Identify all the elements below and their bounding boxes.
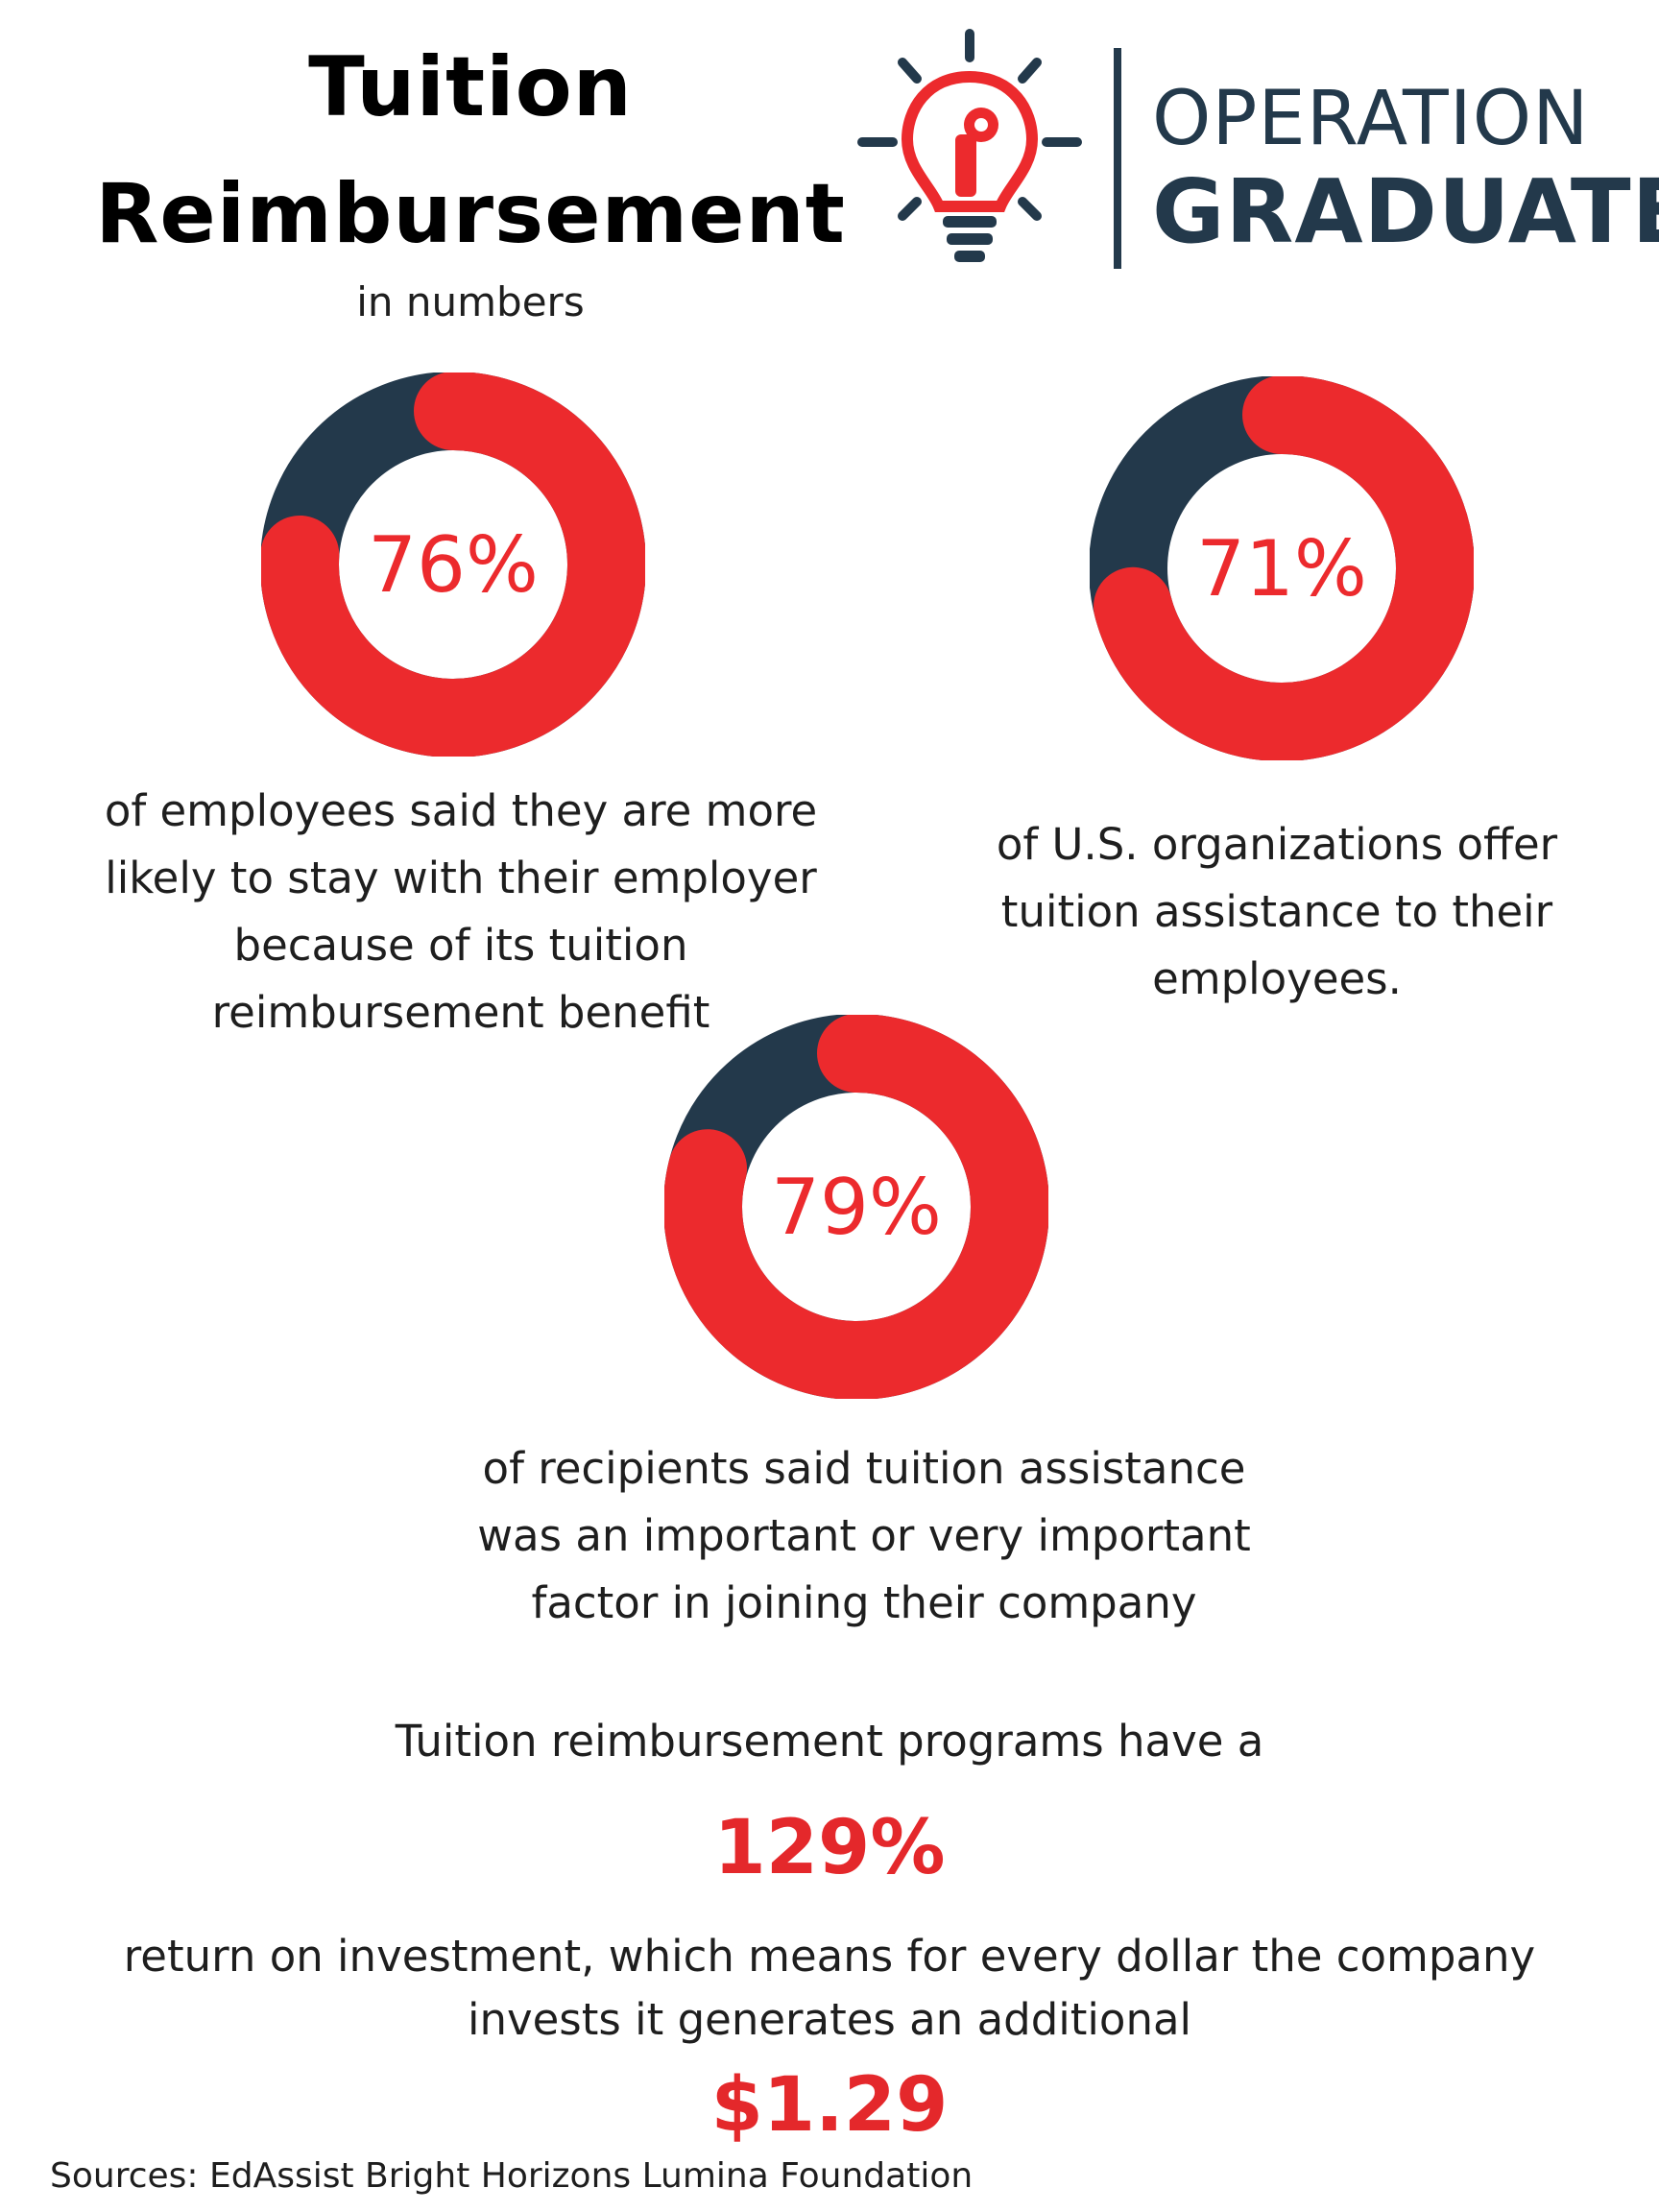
donut-caption-1: of employees said they are more likely t… [38,778,883,1046]
page-title-line1: Tuition [308,39,633,135]
donut-chart-1: 76% [261,373,645,757]
logo: OPERATION GRADUATE [854,29,1659,278]
roi-percent: 129% [713,1805,946,1891]
logo-word-graduate: GRADUATE [1152,160,1659,263]
roi-amount: $1.29 [710,2062,949,2149]
logo-divider [1114,48,1121,269]
page-title-line2: Reimbursement [95,166,846,262]
donut-slice-value [664,1015,1048,1399]
roi-line1: return on investment, which means for ev… [123,1931,1536,1982]
donut-caption-3: of recipients said tuition assistance wa… [365,1435,1363,1637]
donut-slice-value [261,373,645,757]
donut-chart-3: 79% [664,1015,1048,1399]
roi-intro: Tuition reimbursement programs have a [395,1716,1264,1767]
donut-caption-2: of U.S. organizations offer tuition assi… [922,811,1632,1013]
caption-line: factor in joining their company [531,1577,1197,1628]
roi-line2: invests it generates an additional [467,1994,1192,2045]
caption-line: of U.S. organizations offer [996,819,1558,870]
donut-chart-2: 71% [1090,376,1474,760]
caption-line: employees. [1152,953,1402,1004]
caption-line: of employees said they are more [104,785,818,836]
donut-svg-1 [261,373,645,757]
caption-line: likely to stay with their employer [105,853,817,903]
page-subtitle: in numbers [356,278,585,325]
lightbulb-icon [857,29,1082,262]
donut-label-2: 71% [1196,523,1367,613]
caption-line: because of its tuition [233,920,688,971]
donut-svg-2 [1090,376,1474,760]
caption-line: of recipients said tuition assistance [482,1443,1246,1494]
sources-text: Sources: EdAssist Bright Horizons Lumina… [50,2156,974,2196]
caption-line: reimbursement benefit [211,987,710,1038]
donut-label-1: 76% [368,519,539,610]
donut-svg-3 [664,1015,1048,1399]
caption-line: tuition assistance to their [1000,886,1553,937]
donut-label-3: 79% [771,1162,942,1252]
logo-word-operation: OPERATION [1152,76,1590,162]
caption-line: was an important or very important [477,1510,1251,1561]
donut-slice-value [1094,376,1474,760]
